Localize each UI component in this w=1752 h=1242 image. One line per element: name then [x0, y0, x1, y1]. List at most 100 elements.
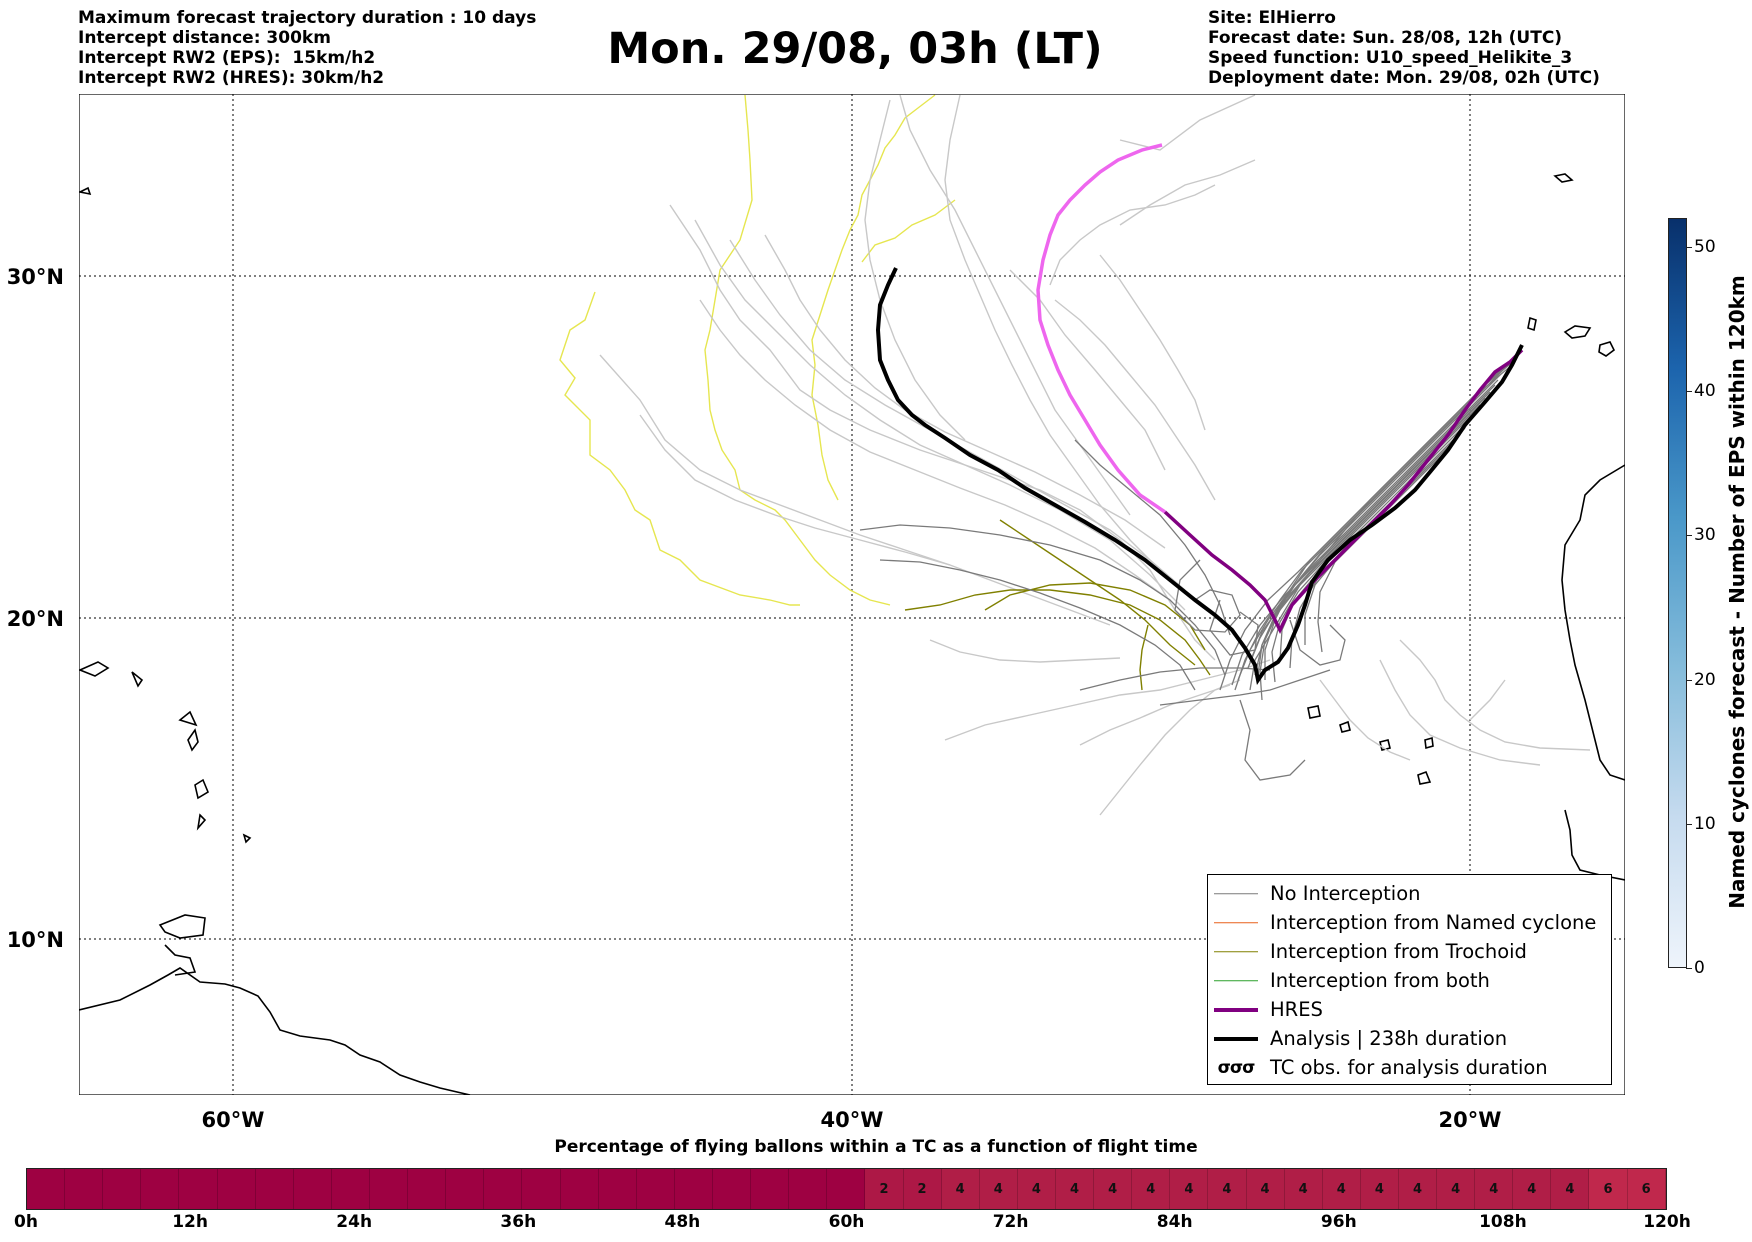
antilles-7 [131, 671, 144, 688]
timebar-segment [331, 1169, 370, 1209]
header-info-right: Site: ElHierro Forecast date: Sun. 28/08,… [1208, 8, 1600, 88]
timebar-segment [827, 1169, 866, 1209]
legend-item: No Interception [1208, 879, 1611, 908]
header-info-right-line-4: Deployment date: Mon. 29/08, 02h (UTC) [1208, 68, 1600, 88]
lon-label-60: 60°W [202, 1108, 265, 1132]
timebar-segment [636, 1169, 675, 1209]
legend-item-label: Interception from Trochoid [1270, 940, 1527, 963]
timebar-segment: 6 [1589, 1169, 1628, 1209]
lat-label-10: 10°N [7, 928, 64, 952]
legend-item: HRES [1208, 995, 1611, 1024]
legend-item-label: Interception from Named cyclone [1270, 911, 1597, 934]
timebar-segment [103, 1169, 142, 1209]
timebar-tick-label: 72h [992, 1212, 1029, 1232]
cape-verde-5 [1424, 736, 1434, 750]
legend-swatch [1214, 1000, 1258, 1020]
timebar-tick-label: 108h [1479, 1212, 1527, 1232]
legend-item-label: No Interception [1270, 882, 1421, 905]
header-info-right-line-1: Site: ElHierro [1208, 8, 1336, 28]
colorbar-tick-label: 40 [1694, 381, 1716, 402]
colorbar-tick-label: 0 [1694, 958, 1705, 978]
timebar-segment [712, 1169, 752, 1209]
cape-verde-2 [1339, 720, 1351, 733]
timebar-segment: 4 [1055, 1169, 1095, 1209]
legend-item-label: TC obs. for analysis duration [1270, 1056, 1548, 1079]
colorbar [1668, 218, 1687, 968]
map-legend: No Interception Interception from Named c… [1207, 874, 1612, 1085]
timebar-segment [560, 1169, 599, 1209]
timebar-segment: 4 [1437, 1169, 1476, 1209]
timebar-segment [751, 1169, 790, 1209]
timebar-tick-label: 96h [1320, 1212, 1357, 1232]
tc-obs-symbol-icon: σσσ [1217, 1057, 1256, 1078]
antilles-2 [194, 778, 210, 800]
header-info-left-line-2: Intercept distance: 300km [78, 28, 331, 48]
timebar-tick-label: 48h [664, 1212, 701, 1232]
colorbar-tick-label: 30 [1694, 525, 1716, 546]
timebar-tick-label: 60h [828, 1212, 865, 1232]
trinidad [158, 914, 206, 939]
legend-swatch [1214, 913, 1258, 933]
lat-label-20: 20°N [7, 607, 64, 631]
timebar-tick-label: 0h [14, 1212, 38, 1232]
timebar-segment: 4 [1360, 1169, 1399, 1209]
madeira [1553, 173, 1574, 183]
timebar-segment: 4 [1246, 1169, 1285, 1209]
legend-swatch [1214, 971, 1258, 991]
colorbar-tick-mark [1686, 968, 1692, 969]
timebar-title: Percentage of flying ballons within a TC… [554, 1137, 1198, 1157]
colorbar-tick-mark [1686, 246, 1692, 248]
west-africa-coast [1561, 464, 1625, 781]
main-title: Mon. 29/08, 03h (LT) [607, 24, 1103, 74]
timebar-segment: 2 [865, 1169, 904, 1209]
lat-label-30: 30°N [7, 265, 64, 289]
timebar-segment: 4 [1208, 1169, 1247, 1209]
timebar-segment [369, 1169, 409, 1209]
header-info-left-line-4: Intercept RW2 (HRES): 30km/h2 [78, 68, 385, 88]
legend-item: Analysis | 238h duration [1208, 1024, 1611, 1053]
colorbar-tick-mark [1686, 535, 1692, 537]
legend-item: Interception from Named cyclone [1208, 908, 1611, 937]
canary-la-palma [1527, 316, 1537, 332]
venezuela-coast [164, 944, 197, 976]
hres-track-purple [1163, 348, 1524, 634]
antilles-8 [79, 186, 92, 196]
timebar-segment [446, 1169, 485, 1209]
timebar-segment [179, 1169, 218, 1209]
hres-track-pink [1036, 143, 1166, 514]
timebar-segment [789, 1169, 828, 1209]
timebar-segment: 4 [1284, 1169, 1323, 1209]
timebar-segment [484, 1169, 523, 1209]
colorbar-tick-label: 50 [1694, 236, 1716, 257]
timebar-segment: 4 [1551, 1169, 1590, 1209]
legend-swatch [1214, 942, 1258, 962]
timebar-segment [674, 1169, 713, 1209]
legend-item: Interception from Trochoid [1208, 937, 1611, 966]
timebar-segment: 4 [1322, 1169, 1361, 1209]
timebar-segment: 4 [979, 1169, 1018, 1209]
colorbar-tick-label: 10 [1694, 813, 1716, 834]
colorbar-tick-mark [1686, 823, 1692, 825]
timebar-segment: 4 [1398, 1169, 1438, 1209]
timebar-segment: 4 [1170, 1169, 1209, 1209]
antilles-6 [79, 661, 110, 677]
lon-label-40: 40°W [821, 1108, 884, 1132]
legend-item-label: HRES [1270, 998, 1323, 1021]
timebar-segment [598, 1169, 637, 1209]
timebar-segment: 4 [941, 1169, 980, 1209]
coastlines [79, 173, 1625, 1095]
timebar-segment: 4 [1017, 1169, 1056, 1209]
header-info-left-line-3: Intercept RW2 (EPS): 15km/h2 [78, 48, 376, 68]
south-america-coast [79, 967, 471, 1095]
timebar-segment [217, 1169, 256, 1209]
legend-item-label: Analysis | 238h duration [1270, 1027, 1508, 1050]
antilles-4 [196, 813, 207, 831]
longitude-labels: 60°W 40°W 20°W [202, 1108, 1502, 1132]
header-info-left: Maximum forecast trajectory duration : 1… [78, 8, 536, 88]
timebar-segment [65, 1169, 104, 1209]
map-gridlines [79, 94, 1625, 1095]
cape-verde-3 [1379, 739, 1391, 751]
antilles-5 [242, 833, 252, 844]
canary-tenerife [1563, 325, 1592, 339]
timebar-tick-label: 24h [336, 1212, 373, 1232]
